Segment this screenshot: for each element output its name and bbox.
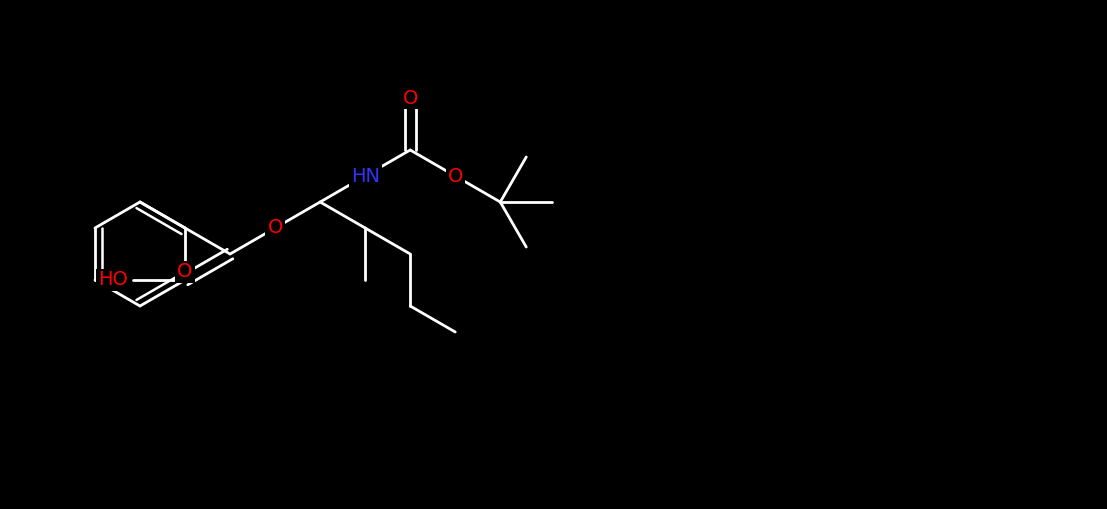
Text: O: O [403,89,417,107]
Text: HO: HO [99,270,128,290]
Text: O: O [447,166,463,185]
Text: O: O [268,218,282,238]
Text: O: O [177,263,193,281]
Text: HN: HN [351,166,380,185]
